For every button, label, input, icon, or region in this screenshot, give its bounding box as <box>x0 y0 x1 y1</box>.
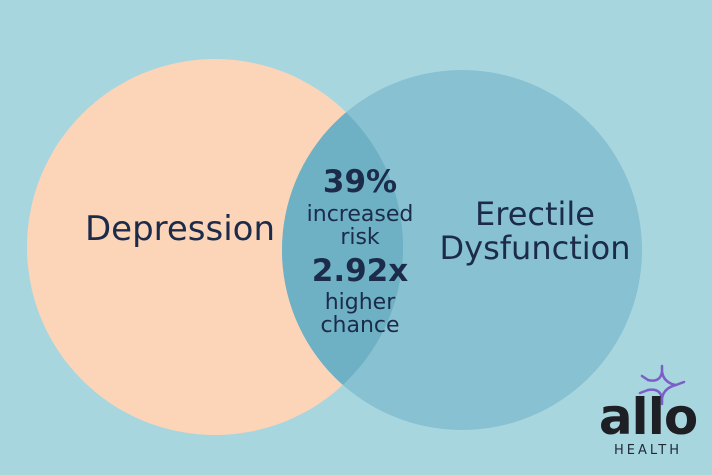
stat-ratio-line2: chance <box>320 313 400 339</box>
depression-label: Depression <box>84 209 276 249</box>
logo-wordmark: allo <box>598 388 698 446</box>
ed-label-line2: Dysfunction <box>439 228 631 267</box>
stat-ratio: 2.92x <box>311 252 409 289</box>
ed-label: Erectile Dysfunction <box>430 195 640 267</box>
stat-ratio-line1: higher <box>324 290 396 316</box>
overlap-stats: 39% increased risk 2.92x higher chance <box>290 164 430 339</box>
stat-percent-line2: risk <box>340 224 380 250</box>
overlap-region <box>282 70 403 430</box>
stat-percent-line1: increased <box>306 201 414 227</box>
logo-star-icon <box>638 364 686 406</box>
stat-percent: 39% <box>322 164 398 200</box>
logo-subtext: HEALTH <box>613 443 683 458</box>
ed-label-line1: Erectile <box>475 195 595 233</box>
logo: allo HEALTH <box>588 392 708 458</box>
